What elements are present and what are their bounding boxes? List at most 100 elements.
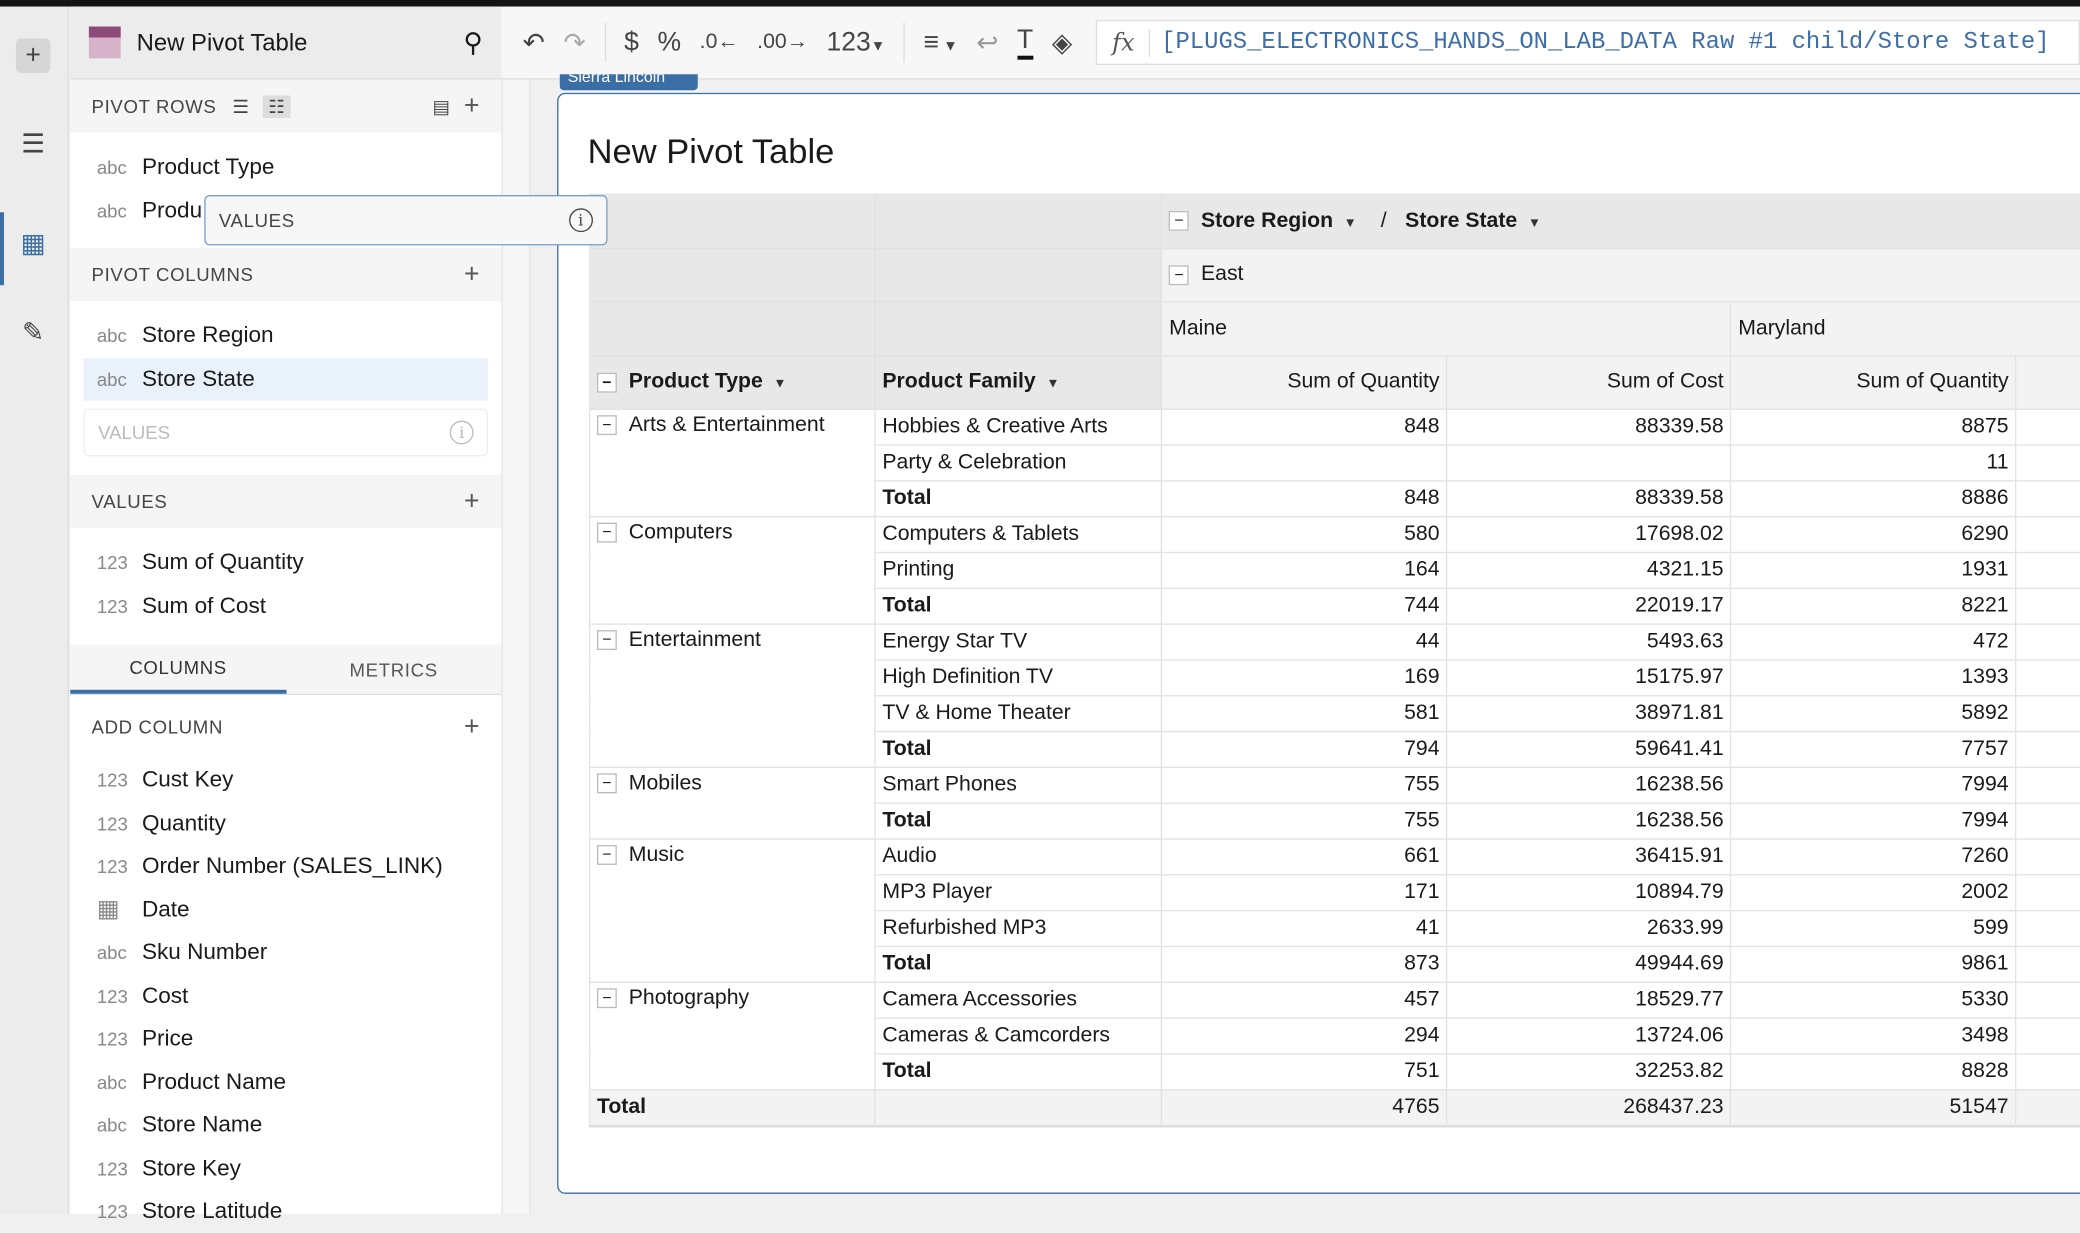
divider — [903, 22, 906, 63]
layout-options-icon[interactable]: ▤ — [432, 94, 451, 117]
outline-layout-icon[interactable]: ☰ — [232, 94, 250, 117]
dropdown-caret-icon[interactable]: ▼ — [1527, 215, 1541, 231]
add-element-button[interactable]: + — [15, 38, 51, 73]
panel-resize-handle[interactable] — [501, 79, 531, 1214]
value-cell: 848 — [1161, 480, 1448, 518]
text-color-icon[interactable]: T — [1017, 25, 1034, 60]
product-family-header[interactable]: Product Family ▼ — [874, 354, 1163, 410]
value-cell: 169 — [1161, 659, 1448, 697]
values-drop-zone[interactable]: VALUES i — [83, 408, 489, 457]
item-label: Order Number (SALES_LINK) — [141, 853, 443, 879]
pivot-table-element[interactable]: New Pivot Table − Store Region ▼ / Store Sta… — [557, 92, 2080, 1194]
redo-icon[interactable]: ↷ — [563, 28, 586, 58]
type-label: abc — [96, 1114, 127, 1136]
collapse-icon[interactable]: − — [1169, 264, 1190, 285]
add-column-button[interactable]: + — [464, 711, 481, 741]
collapse-icon[interactable]: − — [1169, 210, 1190, 231]
percent-format-icon[interactable]: % — [657, 27, 682, 57]
table-row: Refurbished MP3 41 2633.99 599 — [590, 909, 2080, 948]
collapse-icon[interactable]: − — [596, 773, 617, 794]
dropdown-caret-icon[interactable]: ▼ — [773, 377, 787, 392]
measure-header: Sum of Quantity — [1730, 354, 2017, 410]
type-label: abc — [96, 199, 127, 222]
align-icon[interactable]: ≡ ▼ — [923, 27, 958, 57]
value-cell: 8828 — [1730, 1053, 2017, 1091]
value-cell: 9861 — [1730, 945, 2017, 983]
grand-total-row: Total 4765 268437.23 51547 — [588, 1089, 2080, 1127]
outline-icon[interactable]: ☰ — [21, 129, 46, 159]
collapse-icon[interactable]: − — [596, 630, 617, 651]
collapse-icon[interactable]: − — [596, 845, 617, 866]
product-type-cell: − Entertainment — [588, 623, 876, 769]
column-item[interactable]: 123 Store Key — [70, 1147, 501, 1190]
value-cell: 744 — [1161, 587, 1448, 625]
region-label: East — [1200, 262, 1244, 286]
collapse-icon[interactable]: − — [596, 372, 617, 393]
format-brush-icon[interactable]: ✎ — [22, 317, 45, 347]
collapse-icon[interactable]: − — [596, 988, 617, 1009]
pivot-column-item-selected[interactable]: abc Store State — [83, 357, 489, 401]
value-cell — [2015, 981, 2080, 1019]
fill-color-icon[interactable]: ◈ — [1051, 28, 1073, 58]
tab-columns[interactable]: COLUMNS — [70, 645, 286, 694]
pivot-column-item[interactable]: abc Store Region — [70, 314, 501, 357]
type-label: abc — [96, 156, 127, 179]
value-cell — [2015, 695, 2080, 733]
currency-format-icon[interactable]: $ — [624, 27, 639, 57]
search-icon[interactable]: ⚲ — [463, 28, 483, 58]
column-item[interactable]: 123 Order Number (SALES_LINK) — [70, 845, 501, 888]
value-cell: 49944.69 — [1446, 945, 1732, 983]
increase-decimals-icon[interactable]: .00→ — [757, 30, 808, 54]
product-family-cell: Total — [874, 1053, 1163, 1091]
ghost-label: VALUES — [218, 209, 295, 231]
pivot-row-item[interactable]: abc Product Type — [70, 146, 501, 189]
values-label: VALUES — [91, 490, 168, 513]
tab-metrics[interactable]: METRICS — [349, 658, 438, 680]
wrap-text-icon[interactable]: ↩ — [976, 28, 999, 58]
add-pivot-row-button[interactable]: + — [464, 90, 481, 121]
formula-bar[interactable]: fx [PLUGS_ELECTRONICS_HANDS_ON_LAB_DATA R… — [1096, 19, 2080, 65]
value-cell — [2015, 623, 2080, 661]
product-family-cell: Total — [874, 730, 1163, 769]
value-item[interactable]: 123 Sum of Cost — [70, 584, 501, 627]
column-item[interactable]: abc Store Name — [70, 1104, 501, 1147]
value-cell — [2015, 730, 2080, 769]
value-cell — [2015, 945, 2080, 983]
value-cell: 10894.79 — [1446, 874, 1732, 912]
store-state-header[interactable]: Store State — [1405, 209, 1518, 232]
value-cell: 36415.91 — [1446, 838, 1732, 876]
column-item[interactable]: abc Product Name — [70, 1061, 501, 1104]
column-item[interactable]: 123 Cost — [70, 974, 501, 1017]
undo-icon[interactable]: ↶ — [522, 28, 545, 58]
product-type-header[interactable]: − Product Type ▼ — [588, 354, 876, 410]
pivot-row-item[interactable]: abc Produ — [70, 189, 501, 232]
value-cell: 1931 — [1730, 551, 2017, 589]
tabular-layout-icon[interactable]: ☷ — [263, 94, 291, 118]
dropdown-caret-icon[interactable]: ▼ — [1343, 215, 1357, 231]
info-icon: i — [449, 420, 474, 445]
value-item[interactable]: 123 Sum of Quantity — [70, 541, 501, 584]
store-region-header[interactable]: Store Region — [1200, 209, 1334, 232]
add-pivot-column-button[interactable]: + — [464, 259, 481, 289]
value-cell — [2015, 766, 2080, 804]
value-cell: 59641.41 — [1446, 730, 1732, 769]
add-value-button[interactable]: + — [464, 486, 481, 516]
column-item[interactable]: ▦ Date — [70, 888, 501, 931]
column-item[interactable]: 123 Store Latitude — [70, 1190, 501, 1233]
value-cell — [2015, 444, 2080, 482]
dropdown-caret-icon[interactable]: ▼ — [1046, 377, 1060, 392]
column-item[interactable]: 123 Price — [70, 1017, 501, 1060]
value-cell: 5330 — [1730, 981, 2017, 1019]
value-cell: 16238.56 — [1446, 802, 1732, 840]
collapse-icon[interactable]: − — [596, 523, 617, 543]
column-item[interactable]: 123 Quantity — [70, 802, 501, 845]
panel-title: New Pivot Table — [136, 28, 308, 56]
number-format-dropdown[interactable]: 123▼ — [826, 27, 886, 57]
column-item[interactable]: 123 Cust Key — [70, 759, 501, 802]
decrease-decimals-icon[interactable]: .0← — [699, 30, 739, 54]
dragging-values-ghost[interactable]: VALUES i — [204, 194, 608, 246]
column-item[interactable]: abc Sku Number — [70, 931, 501, 974]
pivot-table-icon[interactable]: ▦ — [20, 228, 46, 259]
collapse-icon[interactable]: − — [596, 415, 617, 436]
formula-input[interactable]: [PLUGS_ELECTRONICS_HANDS_ON_LAB_DATA Raw… — [1161, 29, 2050, 56]
